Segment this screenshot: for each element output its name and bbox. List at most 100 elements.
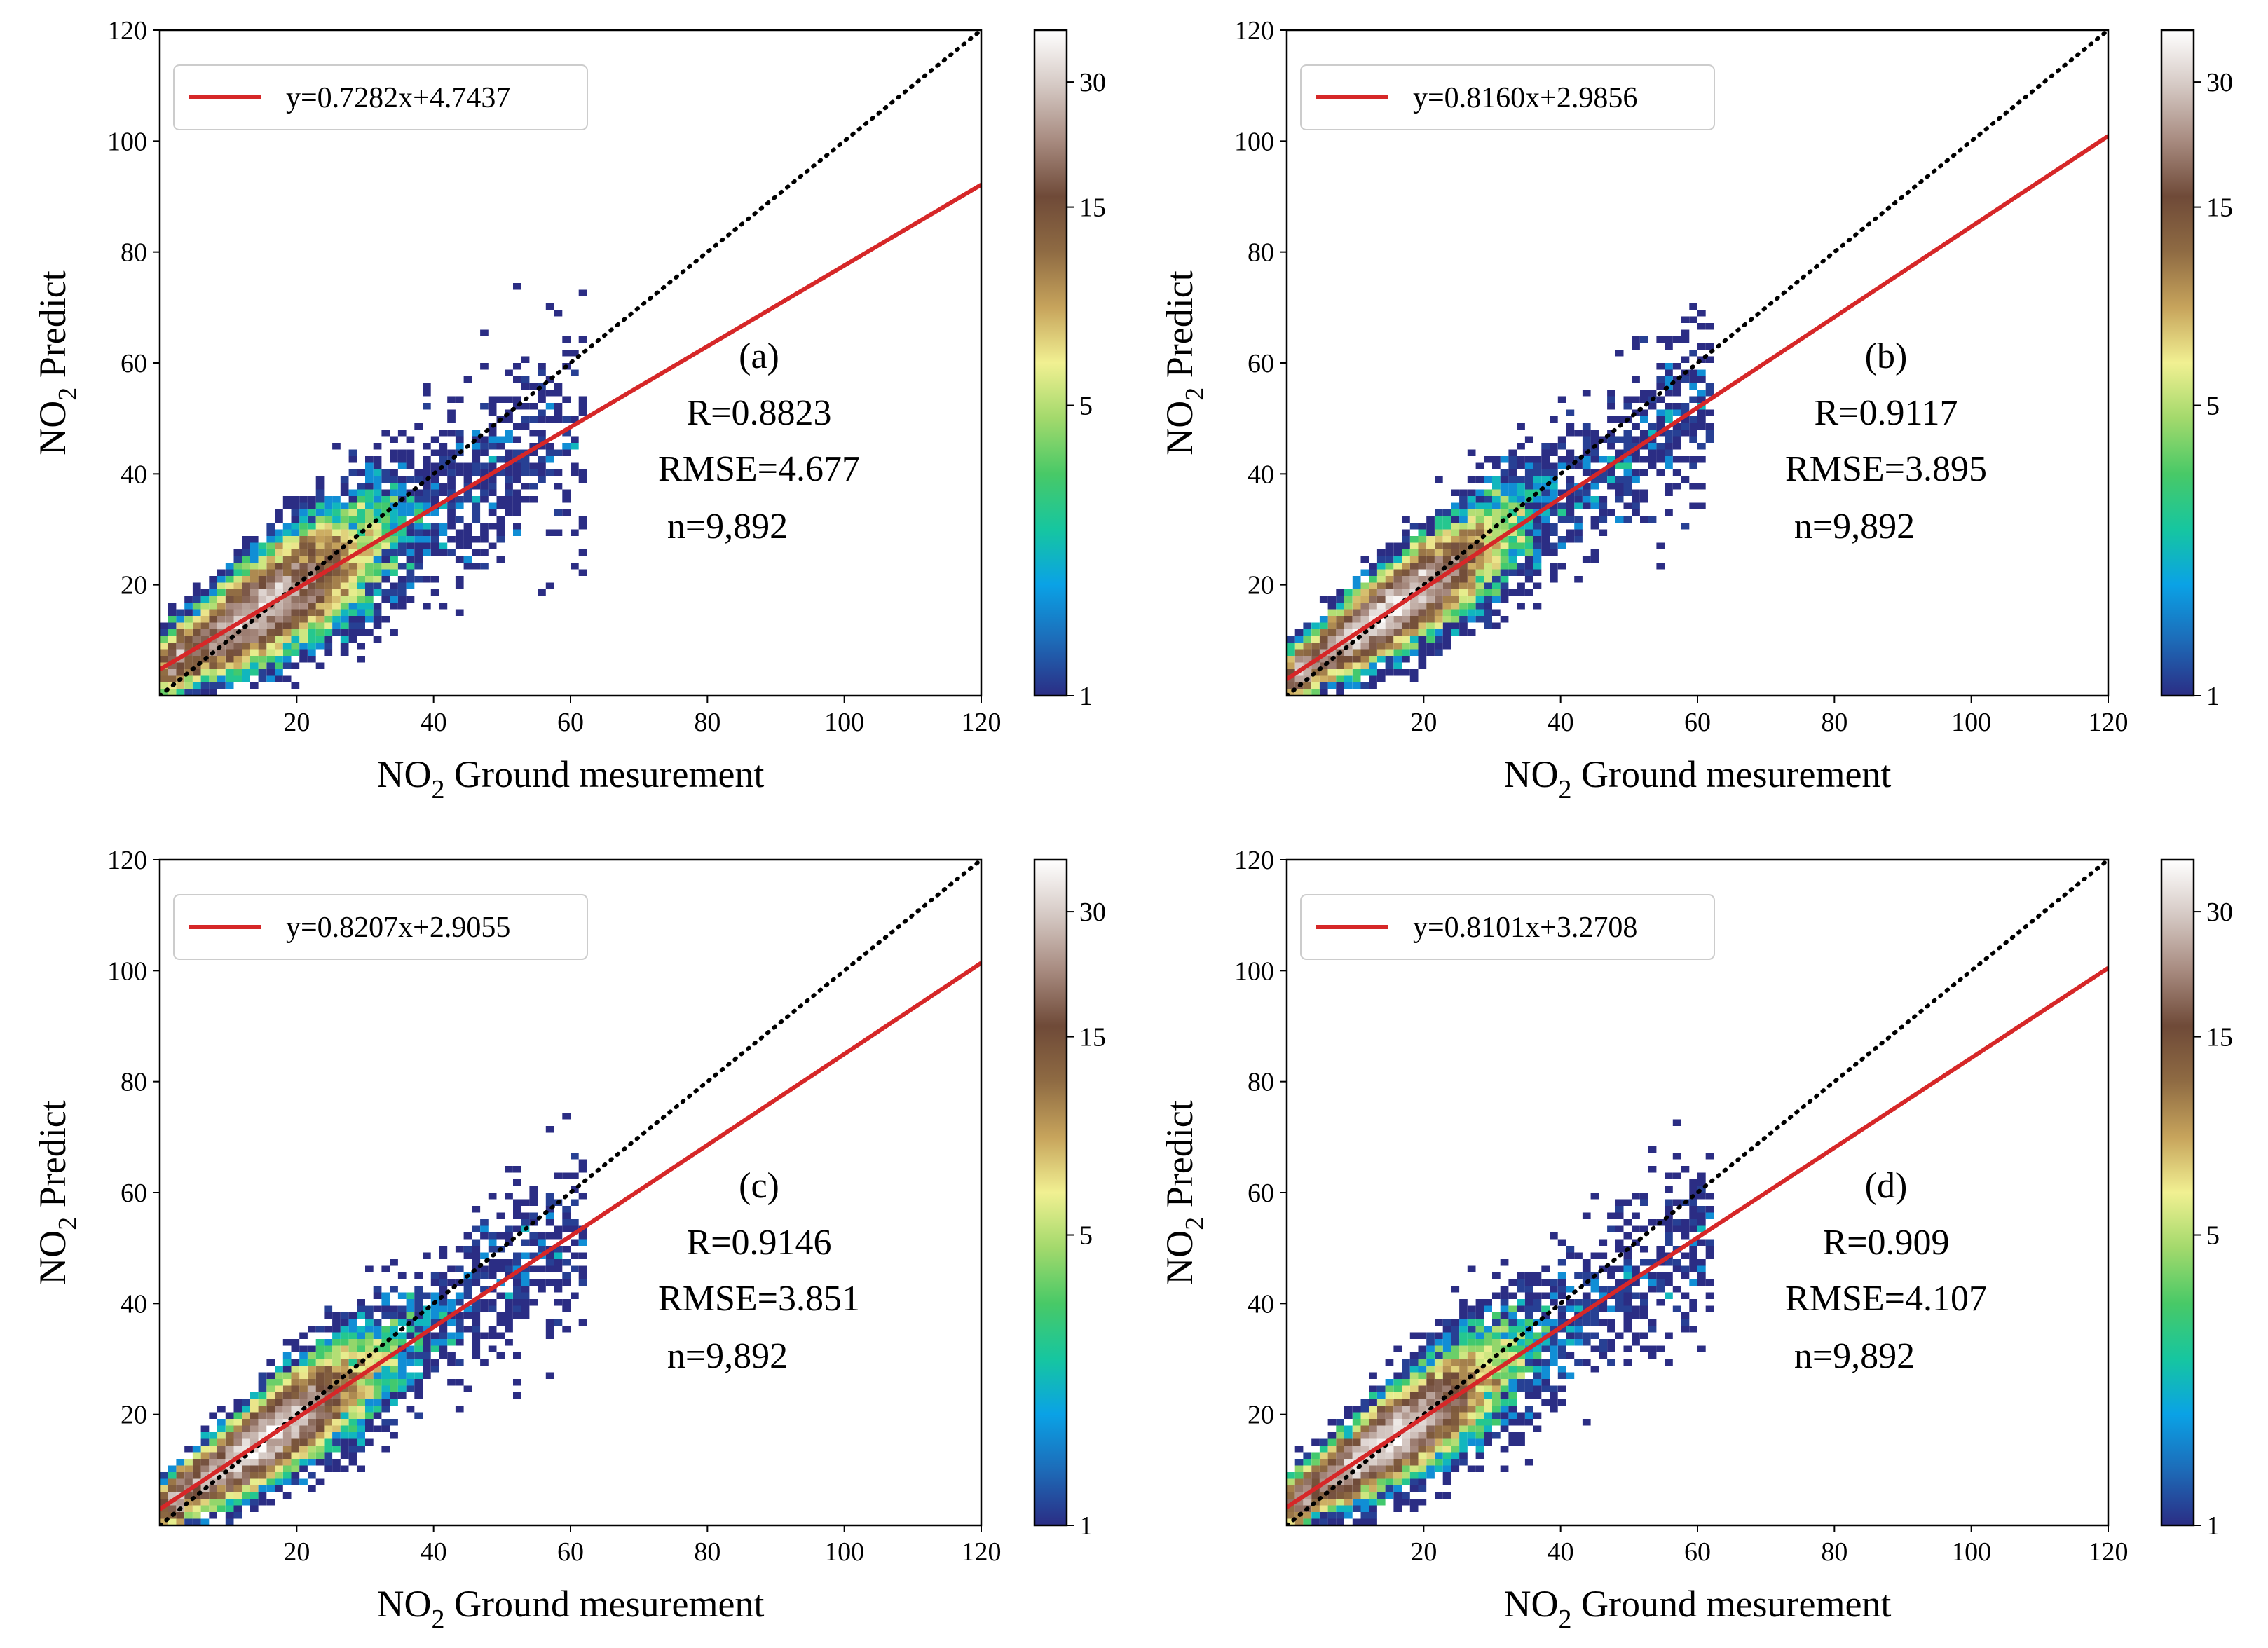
density-bin bbox=[480, 1232, 489, 1240]
density-bin bbox=[1442, 563, 1451, 570]
density-bin bbox=[1336, 1432, 1344, 1439]
density-bin bbox=[439, 603, 448, 610]
density-bin bbox=[192, 649, 201, 656]
density-bin bbox=[348, 1339, 357, 1346]
density-bin bbox=[1599, 476, 1608, 483]
density-bin bbox=[357, 1312, 365, 1319]
density-bin bbox=[472, 536, 481, 543]
x-tick-label: 60 bbox=[557, 1537, 584, 1567]
density-bin bbox=[472, 1279, 481, 1286]
density-bin bbox=[1352, 1438, 1361, 1446]
density-bin bbox=[1689, 1212, 1697, 1219]
density-bin bbox=[1508, 1326, 1517, 1333]
density-bin bbox=[545, 1259, 554, 1266]
density-bin bbox=[1442, 589, 1451, 596]
density-bin bbox=[308, 622, 316, 629]
density-bin bbox=[1344, 669, 1353, 676]
density-bin bbox=[1467, 502, 1476, 509]
density-bin bbox=[1369, 1472, 1377, 1479]
density-bin bbox=[242, 1438, 250, 1446]
density-bin bbox=[1681, 1312, 1690, 1319]
density-bin bbox=[455, 529, 464, 536]
density-bin bbox=[1376, 1412, 1386, 1419]
density-bin bbox=[373, 456, 382, 463]
density-bin bbox=[513, 396, 521, 403]
density-bin bbox=[1418, 596, 1427, 603]
density-bin bbox=[397, 1339, 407, 1346]
density-bin bbox=[1599, 516, 1608, 523]
density-bin bbox=[357, 1345, 365, 1352]
density-bin bbox=[340, 603, 349, 610]
density-bin bbox=[250, 536, 259, 543]
density-bin bbox=[1517, 443, 1525, 450]
colorbar-gradient bbox=[2160, 29, 2195, 697]
density-bin bbox=[1689, 462, 1697, 469]
density-bin bbox=[1541, 1279, 1550, 1286]
density-bin bbox=[1615, 416, 1624, 423]
density-bin bbox=[1533, 502, 1542, 509]
density-bin bbox=[168, 662, 177, 669]
density-bin bbox=[217, 1485, 226, 1492]
density-bin bbox=[571, 1239, 579, 1246]
density-bin bbox=[217, 1425, 226, 1432]
density-bin bbox=[176, 1485, 185, 1492]
density-bin bbox=[1607, 1359, 1615, 1366]
density-bin bbox=[545, 1206, 554, 1213]
density-bin bbox=[1681, 423, 1690, 430]
density-bin bbox=[315, 582, 325, 589]
density-bin bbox=[1508, 502, 1517, 509]
density-bin bbox=[1623, 1252, 1632, 1259]
density-bin bbox=[1599, 1292, 1608, 1299]
density-bin bbox=[332, 556, 341, 563]
density-bin bbox=[1607, 509, 1615, 516]
density-bin bbox=[291, 629, 300, 636]
density-bin bbox=[299, 1425, 308, 1432]
density-bin bbox=[1369, 1412, 1377, 1419]
density-bin bbox=[1632, 1239, 1640, 1246]
density-bin bbox=[1648, 1166, 1657, 1173]
density-bin bbox=[266, 1446, 275, 1453]
density-bin bbox=[1352, 1465, 1361, 1472]
density-bin bbox=[1508, 462, 1517, 469]
density-bin bbox=[1393, 1465, 1402, 1472]
density-bin bbox=[1344, 1472, 1353, 1479]
density-bin bbox=[1475, 1412, 1484, 1419]
density-bin bbox=[414, 489, 423, 496]
density-bin bbox=[1442, 516, 1451, 523]
density-bin bbox=[1409, 649, 1419, 656]
density-bin bbox=[1369, 1492, 1377, 1499]
density-bin bbox=[381, 1419, 390, 1426]
density-bin bbox=[192, 689, 201, 696]
density-bin bbox=[381, 489, 390, 496]
identity-line bbox=[160, 860, 981, 1525]
panel-label: (a) bbox=[739, 336, 779, 376]
density-bin bbox=[1418, 1379, 1427, 1386]
density-bin bbox=[1435, 1492, 1443, 1499]
density-bin bbox=[225, 563, 234, 570]
density-bin bbox=[488, 396, 497, 403]
density-bin bbox=[1369, 675, 1377, 682]
density-bin bbox=[1492, 489, 1501, 496]
density-bin bbox=[275, 1372, 283, 1379]
density-bin bbox=[1656, 423, 1665, 430]
density-bin bbox=[1409, 622, 1419, 629]
density-bin bbox=[513, 1299, 521, 1306]
density-bin bbox=[1582, 496, 1591, 503]
density-bin bbox=[1492, 1332, 1501, 1339]
density-bin bbox=[1311, 629, 1320, 636]
density-bin bbox=[1442, 1452, 1451, 1459]
density-bin bbox=[365, 1312, 374, 1319]
density-bin bbox=[381, 1392, 390, 1399]
density-bin bbox=[1352, 1478, 1361, 1485]
density-bin bbox=[1376, 582, 1386, 589]
density-bin bbox=[513, 509, 521, 516]
density-bin bbox=[1418, 1425, 1427, 1432]
density-bin bbox=[250, 616, 259, 623]
density-bin bbox=[1590, 1279, 1599, 1286]
density-bin bbox=[1623, 1286, 1632, 1293]
density-bin bbox=[282, 1472, 292, 1479]
density-bin bbox=[397, 462, 407, 469]
density-bin bbox=[340, 582, 349, 589]
density-bin bbox=[430, 1366, 439, 1373]
density-bin bbox=[1599, 469, 1608, 476]
